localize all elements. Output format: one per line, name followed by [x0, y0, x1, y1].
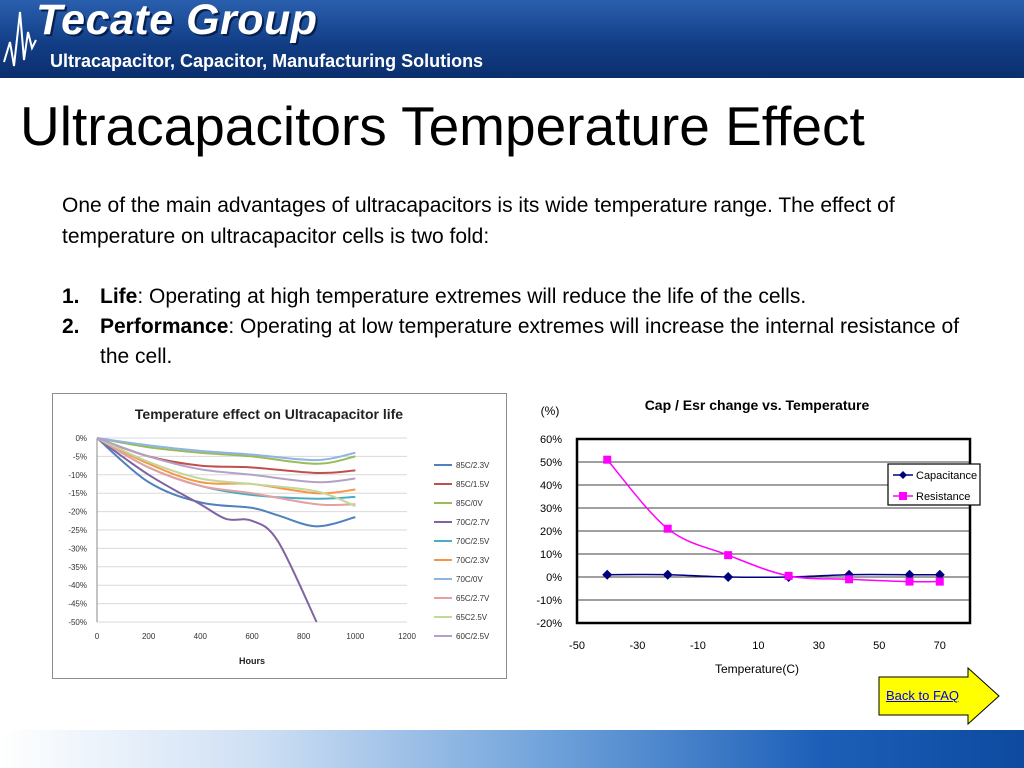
company-tagline: Ultracapacitor, Capacitor, Manufacturing…	[50, 51, 484, 71]
cap-esr-chart-panel: Cap / Esr change vs. Temperature (%) Tem…	[520, 388, 1000, 680]
waveform-logo-icon	[3, 11, 37, 67]
series-line-7	[96, 437, 356, 462]
legend-label: Capacitance	[916, 470, 977, 482]
y-tick-label: 50%	[540, 457, 562, 469]
legend-marker	[899, 471, 907, 479]
legend-label: 70C/2.5V	[456, 537, 490, 546]
y-tick-label: -35%	[68, 563, 87, 572]
company-name: Tecate Group	[36, 0, 318, 44]
x-tick-label: 400	[194, 632, 208, 641]
y-tick-label: -10%	[68, 471, 87, 480]
legend-label: 70C/2.3V	[456, 556, 490, 565]
legend-label: 60C/2.5V	[456, 632, 490, 641]
life-chart-panel: Temperature effect on Ultracapacitor lif…	[52, 393, 507, 679]
y-axis-label: (%)	[541, 404, 560, 418]
list-term: Performance	[100, 315, 229, 338]
y-tick-label: -25%	[68, 526, 87, 535]
legend-label: 65C/2.7V	[456, 594, 490, 603]
y-tick-label: 0%	[75, 434, 87, 443]
legend-label: 70C/0V	[456, 575, 483, 584]
data-point-capacitance	[723, 572, 734, 582]
series-line-1	[96, 437, 356, 528]
back-to-faq-link[interactable]: Back to FAQ	[886, 688, 959, 703]
y-tick-label: -45%	[68, 600, 87, 609]
list-number: 1.	[62, 285, 80, 308]
series-line-6	[96, 437, 356, 495]
x-tick-label: -50	[569, 640, 585, 652]
x-tick-label: 30	[813, 640, 825, 652]
x-axis-label: Hours	[239, 656, 265, 666]
cap-esr-chart: Cap / Esr change vs. Temperature (%) Tem…	[536, 397, 981, 676]
y-tick-label: 30%	[540, 503, 562, 515]
y-tick-label: 40%	[540, 480, 562, 492]
x-tick-label: 70	[934, 640, 946, 652]
back-to-faq-button[interactable]: Back to FAQ	[878, 666, 1000, 726]
y-tick-label: 10%	[540, 549, 562, 561]
y-tick-label: -30%	[68, 544, 87, 553]
arrow-shape-icon	[878, 666, 1000, 726]
x-tick-label: 800	[297, 632, 311, 641]
chart-title: Temperature effect on Ultracapacitor lif…	[135, 406, 403, 422]
data-point-capacitance	[602, 569, 613, 580]
plot-frame	[575, 437, 972, 625]
series-line-10	[96, 437, 356, 484]
x-tick-label: -10	[690, 640, 706, 652]
y-tick-label: -5%	[73, 452, 87, 461]
x-tick-label: 0	[95, 632, 100, 641]
series-line-9	[96, 437, 356, 508]
intro-paragraph: One of the main advantages of ultracapac…	[62, 194, 895, 248]
chart-title: Cap / Esr change vs. Temperature	[645, 397, 870, 413]
list-number: 2.	[62, 315, 80, 338]
legend-label: 70C/2.7V	[456, 518, 490, 527]
x-tick-label: 600	[245, 632, 259, 641]
y-tick-label: -40%	[68, 581, 87, 590]
legend-marker	[899, 492, 907, 500]
data-point-capacitance	[934, 569, 945, 580]
x-tick-label: 50	[873, 640, 885, 652]
data-point-resistance	[603, 455, 612, 464]
data-point-resistance	[845, 575, 854, 584]
x-tick-label: 200	[142, 632, 156, 641]
x-tick-label: 1000	[346, 632, 364, 641]
data-point-resistance	[724, 551, 733, 560]
list-text: : Operating at high temperature extremes…	[137, 285, 807, 308]
list-term: Life	[100, 285, 138, 308]
legend-label: 85C/0V	[456, 499, 483, 508]
data-point-capacitance	[904, 569, 915, 580]
series-line-8	[96, 437, 356, 507]
y-tick-label: -20%	[536, 618, 562, 630]
y-tick-label: -20%	[68, 508, 87, 517]
x-tick-label: -30	[630, 640, 646, 652]
data-point-resistance	[935, 577, 944, 586]
legend-label: 85C/2.3V	[456, 461, 490, 470]
series-line-4	[96, 437, 318, 623]
data-point-resistance	[663, 524, 672, 533]
list-text: : Operating at low temperature extremes …	[100, 315, 960, 368]
life-chart: Temperature effect on Ultracapacitor lif…	[68, 406, 490, 666]
series-line-3	[96, 437, 356, 465]
legend-label: 85C/1.5V	[456, 480, 490, 489]
y-tick-label: -15%	[68, 489, 87, 498]
footer-bar	[0, 730, 1024, 768]
data-point-capacitance	[662, 569, 673, 580]
y-tick-label: -10%	[536, 595, 562, 607]
legend-label: 65C2.5V	[456, 613, 488, 622]
x-tick-label: 1200	[398, 632, 416, 641]
x-axis-label: Temperature(C)	[715, 662, 799, 676]
y-tick-label: -50%	[68, 618, 87, 627]
x-tick-label: 10	[752, 640, 764, 652]
y-tick-label: 0%	[546, 572, 562, 584]
data-point-resistance	[905, 577, 914, 586]
y-tick-label: 60%	[540, 434, 562, 446]
data-point-resistance	[784, 571, 793, 580]
header-banner: Tecate Group Ultracapacitor, Capacitor, …	[0, 0, 1024, 78]
legend-label: Resistance	[916, 491, 970, 503]
page-title: Ultracapacitors Temperature Effect	[20, 95, 865, 157]
y-tick-label: 20%	[540, 526, 562, 538]
